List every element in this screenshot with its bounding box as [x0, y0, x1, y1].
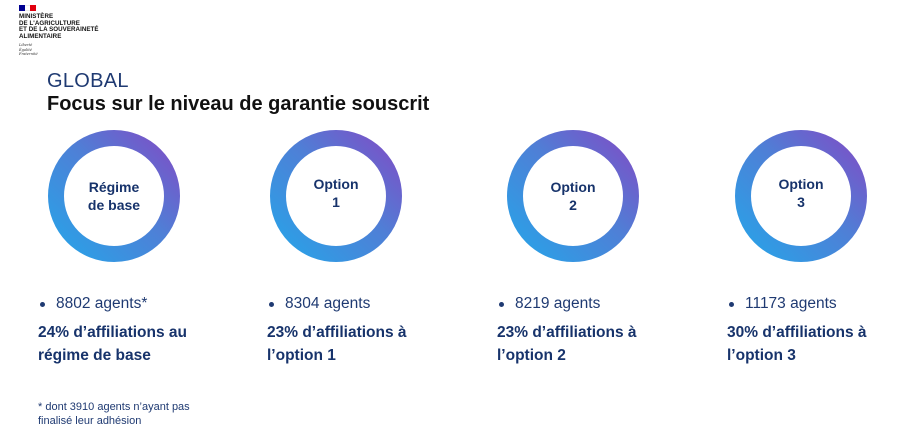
page-title: GLOBAL — [47, 70, 129, 92]
stat-option-3: 11173 agents 30% d’affiliations à l’opti… — [727, 295, 907, 367]
bullet-icon — [40, 301, 45, 307]
republic-motto: Liberté Égalité Fraternité — [19, 43, 38, 56]
affiliation-percentage: 23% d’affiliations à l’option 1 — [267, 324, 407, 364]
ring-option-3: Option 3 — [733, 130, 869, 262]
ring-label-line1: Régime — [88, 179, 140, 195]
page-subtitle: Focus sur le niveau de garantie souscrit — [47, 93, 430, 115]
affiliation-percentage: 24% d’affiliations au régime de base — [38, 324, 188, 364]
stat-regime-de-base: 8802 agents* 24% d’affiliations au régim… — [38, 295, 238, 367]
ring-option-2: Option 2 — [505, 130, 641, 262]
agents-count: 8802 agents* — [56, 295, 148, 312]
stat-agents-line: 8802 agents* — [38, 295, 238, 313]
bullet-icon — [499, 301, 504, 307]
bullet-icon — [729, 301, 734, 307]
agents-count: 8304 agents — [285, 295, 371, 312]
ring-label-line1: Option — [550, 179, 596, 195]
stat-agents-line: 8219 agents — [497, 295, 697, 313]
ring-label-line2: 1 — [332, 194, 340, 210]
ring-label-line2: 2 — [569, 197, 577, 213]
stat-option-2: 8219 agents 23% d’affiliations à l’optio… — [497, 295, 697, 367]
stat-option-1: 8304 agents 23% d’affiliations à l’optio… — [267, 295, 467, 367]
bullet-icon — [269, 301, 274, 307]
affiliation-percentage: 30% d’affiliations à l’option 3 — [727, 324, 867, 364]
ring-label-line2: 3 — [797, 194, 805, 210]
ring-option-1: Option 1 — [268, 130, 404, 262]
affiliation-percentage: 23% d’affiliations à l’option 2 — [497, 324, 637, 364]
ring-label-line1: Option — [313, 176, 359, 192]
ring-label-line2: de base — [87, 197, 141, 213]
ministry-name: MINISTÈRE DE L'AGRICULTURE ET DE LA SOUV… — [19, 13, 99, 40]
ring-label-line1: Option — [778, 176, 824, 192]
agents-count: 8219 agents — [515, 295, 601, 312]
stat-agents-line: 11173 agents — [727, 295, 907, 313]
ring-regime-de-base: Régime de base — [46, 130, 182, 262]
footnote: * dont 3910 agents n’ayant pas finalisé … — [38, 401, 190, 427]
agents-count: 11173 agents — [745, 295, 837, 312]
republic-flag-icon — [19, 5, 37, 11]
stat-agents-line: 8304 agents — [267, 295, 467, 313]
ministry-logo: MINISTÈRE DE L'AGRICULTURE ET DE LA SOUV… — [19, 5, 129, 56]
